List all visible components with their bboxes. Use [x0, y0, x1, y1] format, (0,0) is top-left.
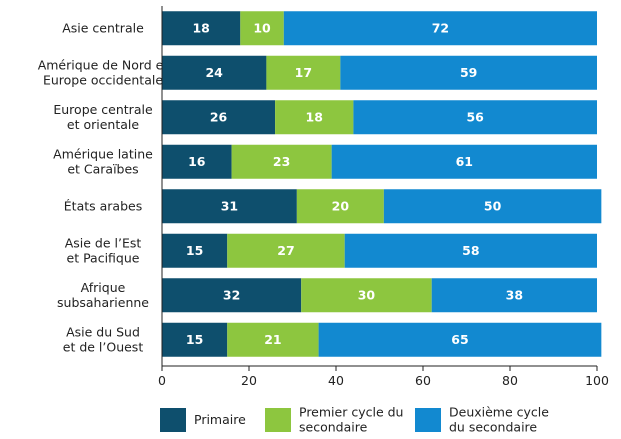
bar-segment	[331, 144, 597, 179]
bar-segment	[296, 189, 384, 224]
data-label: 61	[456, 153, 473, 168]
legend-label: Premier cycle du secondaire	[299, 404, 403, 434]
bar-segment	[162, 278, 302, 313]
x-tick-label: 0	[158, 373, 166, 388]
legend-swatch	[265, 408, 291, 432]
bar-segment	[353, 100, 597, 135]
data-label: 59	[460, 64, 477, 79]
bar-segment	[162, 11, 241, 46]
data-label: 16	[188, 153, 206, 168]
x-tick-label: 100	[585, 373, 609, 388]
bar-segment	[283, 11, 597, 46]
y-tick-label: Europe centrale et orientale	[53, 101, 153, 131]
data-label: 30	[358, 287, 376, 302]
bar-segment	[162, 55, 267, 90]
data-label: 15	[186, 331, 203, 346]
data-label: 20	[332, 198, 350, 213]
bar-segment	[231, 144, 332, 179]
bar-segment	[240, 11, 284, 46]
bar-segment	[431, 278, 597, 313]
legend-label: Primaire	[194, 412, 246, 427]
bar-segment	[227, 322, 319, 357]
data-label: 72	[432, 20, 449, 35]
data-label: 56	[466, 109, 484, 124]
y-tick-label: États arabes	[64, 198, 142, 213]
bar-segment	[162, 100, 276, 135]
data-label: 23	[273, 153, 290, 168]
legend-swatch	[415, 408, 441, 432]
data-label: 65	[451, 331, 468, 346]
legend-swatch	[160, 408, 186, 432]
data-label: 17	[295, 64, 312, 79]
data-label: 21	[264, 331, 281, 346]
data-label: 50	[484, 198, 502, 213]
bar-segment	[162, 144, 232, 179]
x-tick-label: 20	[241, 373, 257, 388]
bar-segment	[266, 55, 341, 90]
data-label: 31	[221, 198, 238, 213]
bar-segment	[227, 233, 345, 268]
data-label: 15	[186, 242, 203, 257]
data-label: 58	[462, 242, 479, 257]
y-tick-label: Amérique latine et Caraïbes	[53, 146, 153, 176]
legend-label: Deuxième cycle du secondaire	[449, 404, 549, 434]
bar-segment	[162, 189, 297, 224]
y-tick-label: Asie du Sud et de l’Ouest	[63, 324, 144, 354]
data-label: 10	[253, 20, 271, 35]
x-tick-label: 80	[502, 373, 518, 388]
data-label: 18	[192, 20, 209, 35]
bar-segment	[318, 322, 602, 357]
bar-segment	[162, 322, 228, 357]
y-tick-label: Asie de l’Est et Pacifique	[65, 235, 142, 265]
x-tick-label: 40	[328, 373, 344, 388]
data-label: 26	[210, 109, 228, 124]
data-label: 32	[223, 287, 240, 302]
bar-segment	[275, 100, 354, 135]
data-label: 18	[306, 109, 323, 124]
data-label: 27	[277, 242, 294, 257]
y-tick-label: Amérique de Nord et Europe occidentale	[38, 57, 169, 87]
bar-segment	[340, 55, 597, 90]
y-tick-label: Asie centrale	[62, 20, 144, 35]
bar-segment	[344, 233, 597, 268]
data-label: 38	[506, 287, 523, 302]
y-tick-label: Afrique subsaharienne	[57, 279, 149, 309]
bar-segment	[383, 189, 602, 224]
data-label: 24	[205, 64, 223, 79]
bar-segment	[301, 278, 432, 313]
bar-segment	[162, 233, 228, 268]
x-tick-label: 60	[415, 373, 431, 388]
